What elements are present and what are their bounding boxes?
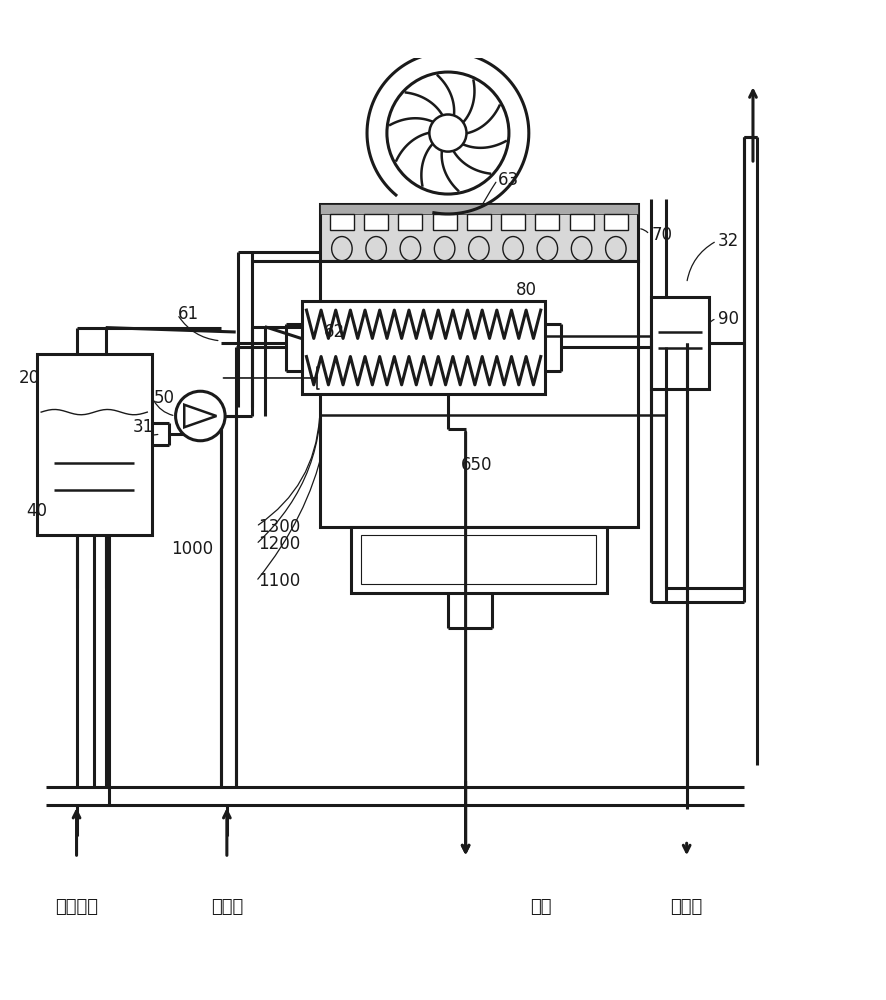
- Text: 63: 63: [498, 171, 519, 189]
- Bar: [650, 297, 708, 389]
- Text: 1200: 1200: [258, 535, 299, 553]
- Text: 1000: 1000: [171, 540, 214, 558]
- Bar: [569, 214, 593, 230]
- Circle shape: [386, 72, 509, 194]
- Circle shape: [429, 114, 466, 152]
- Text: 20: 20: [19, 369, 40, 387]
- Bar: [319, 261, 637, 527]
- Text: 直供水: 直供水: [211, 898, 243, 916]
- Text: 31: 31: [132, 418, 153, 436]
- Bar: [501, 214, 525, 230]
- Text: 1300: 1300: [258, 518, 299, 536]
- Bar: [361, 535, 595, 584]
- Bar: [350, 527, 606, 593]
- Circle shape: [175, 391, 225, 441]
- Bar: [36, 354, 152, 535]
- Bar: [330, 214, 354, 230]
- Text: 61: 61: [178, 305, 199, 323]
- Bar: [302, 301, 545, 394]
- Bar: [363, 214, 388, 230]
- Text: 供暖水: 供暖水: [670, 898, 702, 916]
- Text: 70: 70: [650, 226, 672, 244]
- Text: 供暖回水: 供暖回水: [55, 898, 98, 916]
- Text: 62: 62: [323, 323, 345, 341]
- Bar: [398, 214, 422, 230]
- Text: 80: 80: [516, 281, 536, 299]
- Text: 90: 90: [717, 310, 738, 328]
- Text: 40: 40: [26, 502, 47, 520]
- Text: 热水: 热水: [530, 898, 551, 916]
- Bar: [319, 204, 637, 261]
- Text: 32: 32: [717, 232, 738, 250]
- Bar: [319, 204, 637, 214]
- Bar: [603, 214, 627, 230]
- Text: 1100: 1100: [258, 572, 299, 590]
- Bar: [534, 214, 559, 230]
- Text: 50: 50: [153, 389, 175, 407]
- Bar: [432, 214, 456, 230]
- Text: 650: 650: [461, 456, 492, 474]
- Bar: [466, 214, 490, 230]
